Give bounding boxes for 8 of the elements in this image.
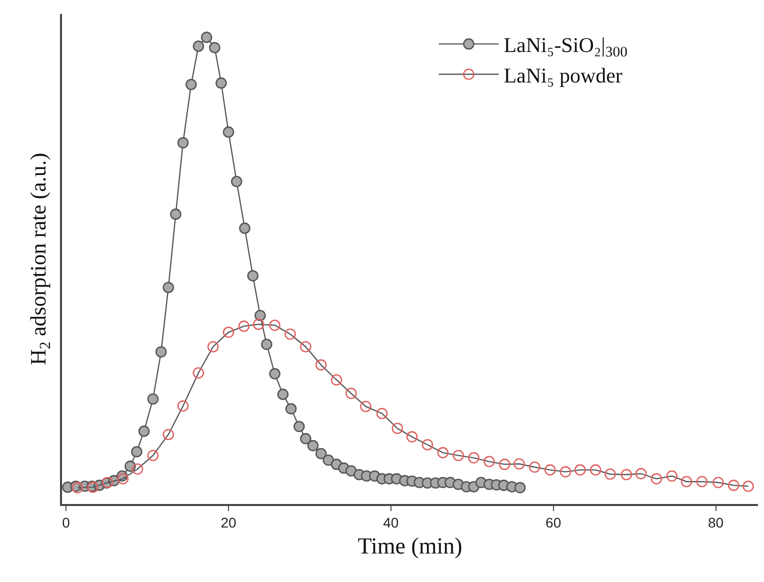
legend-label: LaNi₅ powder (504, 63, 622, 88)
x-tick-label: 60 (546, 514, 562, 531)
legend-label: LaNi₅-SiO₂|$_{300}$ (504, 33, 628, 61)
x-tick-label: 20 (220, 514, 236, 531)
x-axis-title: Time (min) (358, 534, 462, 559)
x-tick-label: 80 (708, 514, 724, 531)
x-tick-label: 40 (383, 514, 399, 531)
x-tick-label: 0 (62, 514, 70, 531)
